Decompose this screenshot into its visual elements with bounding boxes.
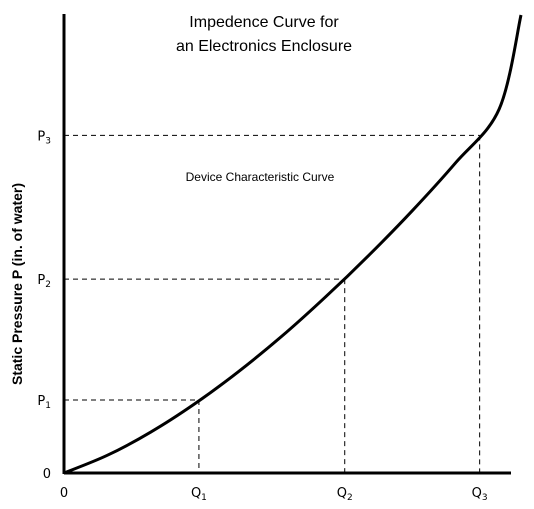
guide-lines bbox=[64, 134, 481, 473]
y-axis-label: Static Pressure P (in. of water) bbox=[9, 183, 25, 385]
x-tick-label-1: Q1 bbox=[191, 486, 207, 503]
x-tick-label-0: 0 bbox=[60, 486, 68, 501]
chart-title-line-1: Impedence Curve for bbox=[189, 14, 339, 31]
y-tick-label-3: P3 bbox=[37, 129, 51, 146]
curve-annotation: Device Characteristic Curve bbox=[186, 170, 335, 184]
curve-layer bbox=[63, 14, 523, 475]
x-tick-labels: 0 Q1 Q2 Q3 bbox=[60, 486, 488, 503]
x-tick-label-3: Q3 bbox=[472, 486, 488, 503]
y-tick-label-1: P1 bbox=[37, 394, 51, 411]
x-tick-label-2: Q2 bbox=[337, 486, 353, 503]
y-tick-labels: 0 P1 P2 P3 bbox=[37, 129, 51, 482]
chart-title-line-2: an Electronics Enclosure bbox=[176, 38, 352, 55]
y-tick-label-0: 0 bbox=[43, 467, 51, 482]
y-tick-label-2: P2 bbox=[37, 273, 51, 290]
device-characteristic-curve bbox=[63, 14, 523, 475]
